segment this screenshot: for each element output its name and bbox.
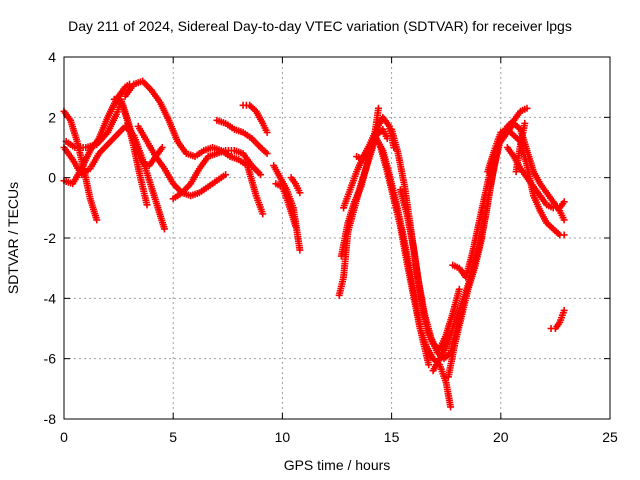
x-tick-label: 25 <box>602 429 618 445</box>
series-marker-trail <box>451 161 496 279</box>
series-arc-l <box>270 162 304 254</box>
series-marker-trail <box>289 176 303 194</box>
series-marker-trail <box>274 181 299 228</box>
grid <box>64 57 610 419</box>
series-arc-x <box>449 159 496 281</box>
series-arc-u <box>396 186 463 354</box>
series-arc-y <box>484 125 568 239</box>
chart-title: Day 211 of 2024, Sidereal Day-to-day VTE… <box>68 18 572 34</box>
series-marker-trail <box>242 101 270 134</box>
series-marker-trail <box>397 188 463 352</box>
x-tick-label: 5 <box>169 429 177 445</box>
y-axis-label: SDTVAR / TECUs <box>5 182 21 294</box>
y-tick-label: -4 <box>44 290 57 306</box>
series-arc-i <box>169 147 265 203</box>
series-arc-n <box>287 174 304 197</box>
series-arc-d <box>62 98 125 151</box>
series-marker-trail <box>114 95 150 207</box>
series-arc-cc <box>547 306 568 332</box>
series-arc-g <box>121 77 267 218</box>
series-marker-trail <box>64 101 124 151</box>
plot-frame <box>63 56 611 420</box>
series-marker-trail <box>377 146 454 409</box>
series-arc-h <box>134 122 230 200</box>
series-marker-trail <box>215 117 269 156</box>
data-point <box>560 231 568 239</box>
x-tick-label: 15 <box>384 429 400 445</box>
series-arc-f <box>110 95 151 209</box>
series-arc-m <box>272 180 300 230</box>
y-tick-label: 0 <box>48 170 56 186</box>
series-marker-trail <box>171 147 263 201</box>
series-arc-p <box>337 104 382 260</box>
series-arc-k <box>239 101 271 136</box>
y-tick-label: -6 <box>44 351 57 367</box>
x-tick-label: 10 <box>275 429 291 445</box>
series-marker-trail <box>512 122 528 173</box>
y-tick-label: -8 <box>44 411 57 427</box>
series-marker-trail <box>445 105 529 379</box>
axis-ticks: 0 5 10 15 20 25 -8 -6 -4 -2 0 2 4 <box>44 49 618 445</box>
series-arc-j <box>213 116 271 158</box>
data-series <box>60 77 568 411</box>
series-marker-trail <box>553 309 567 330</box>
x-tick-label: 0 <box>60 429 68 445</box>
series-arc-s <box>377 144 455 411</box>
y-tick-label: 4 <box>48 49 56 65</box>
y-tick-label: 2 <box>48 109 56 125</box>
series-marker-trail <box>123 78 266 216</box>
series-marker-trail <box>136 125 227 199</box>
y-tick-label: -2 <box>44 230 57 246</box>
series-arc-bb <box>512 119 529 176</box>
x-axis-label: GPS time / hours <box>284 457 391 473</box>
x-tick-label: 20 <box>493 429 509 445</box>
